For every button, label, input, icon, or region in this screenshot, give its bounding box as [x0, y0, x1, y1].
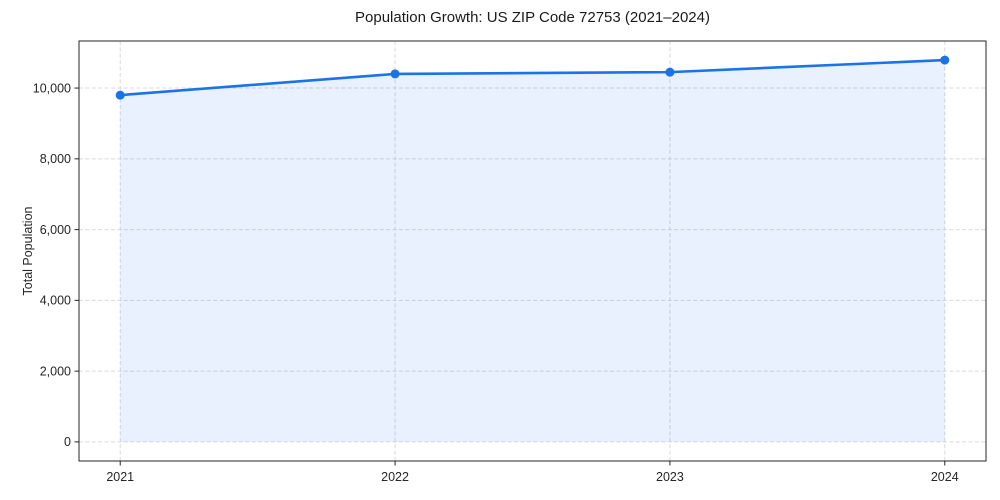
data-point-marker	[390, 69, 400, 79]
x-tick-label: 2024	[931, 470, 959, 484]
y-tick-label: 6,000	[40, 223, 71, 237]
data-point-marker	[940, 55, 950, 65]
area-fill	[120, 60, 945, 442]
trend-line	[118, 58, 947, 97]
x-tick-label: 2022	[381, 470, 409, 484]
chart-title: Population Growth: US ZIP Code 72753 (20…	[355, 9, 710, 26]
x-tick-label: 2021	[106, 470, 134, 484]
y-tick-label: 4,000	[40, 294, 71, 308]
tick-marks	[74, 87, 946, 466]
y-tick-label: 0	[64, 435, 71, 449]
y-tick-label: 2,000	[40, 364, 71, 378]
y-tick-label: 10,000	[33, 81, 71, 95]
plot-background	[79, 41, 986, 461]
gridlines	[79, 41, 986, 461]
y-tick-label: 8,000	[40, 152, 71, 166]
axes-frame	[78, 40, 987, 462]
x-tick-label: 2023	[656, 470, 684, 484]
data-point-marker	[665, 67, 675, 77]
data-point-marker	[115, 90, 125, 100]
